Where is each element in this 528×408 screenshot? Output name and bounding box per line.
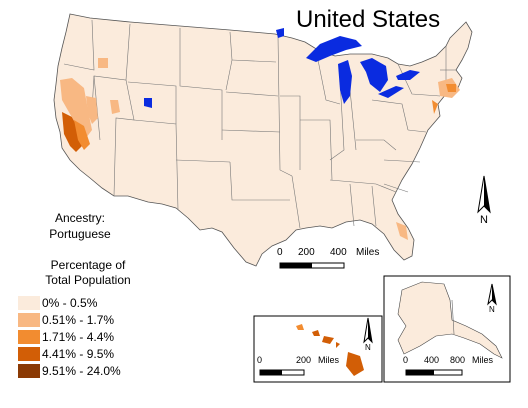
massachusetts-high (446, 84, 456, 92)
scale-alaska-tick-1: 400 (424, 355, 440, 365)
conterminous-us-shape (53, 13, 473, 267)
scale-bar-main (279, 262, 345, 269)
great-salt-lake (144, 98, 152, 108)
scale-hawaii-unit: Miles (318, 355, 340, 365)
legend-swatch (18, 347, 40, 361)
lake-superior (306, 36, 362, 62)
scale-alaska-tick-0: 0 (403, 355, 409, 365)
idaho-area (98, 58, 108, 68)
california-coast-high (62, 112, 82, 152)
scale-main-tick-2: 400 (330, 247, 347, 258)
legend-label: 0% - 0.5% (42, 296, 98, 310)
concentration-areas (60, 58, 460, 240)
lake-huron (360, 58, 388, 92)
north-arrow-main (477, 175, 491, 214)
nevada-area (86, 96, 98, 124)
hawaii-inset (253, 315, 383, 383)
scale-alaska-unit: Miles (472, 355, 494, 365)
lake-erie (378, 86, 404, 98)
new-jersey-area (432, 100, 438, 114)
north-label-main: N (480, 214, 488, 226)
legend-label: 0.51% - 1.7% (42, 313, 115, 327)
lake-ontario (396, 70, 420, 80)
scale-main-tick-1: 200 (298, 247, 315, 258)
scale-hawaii-tick-0: 0 (257, 355, 263, 365)
legend-swatch (18, 364, 40, 378)
legend-swatch (18, 296, 40, 310)
legend-title-line-2: Total Population (45, 273, 131, 287)
legend-title: Percentage of Total Population (18, 258, 158, 288)
great-lakes (144, 28, 420, 108)
north-label-alaska: N (489, 305, 495, 314)
scale-hawaii-tick-1: 200 (296, 355, 312, 365)
subject-line-2: Portuguese (49, 227, 111, 241)
legend-swatch (18, 330, 40, 344)
legend-label: 1.71% - 4.4% (42, 330, 115, 344)
florida-area (396, 222, 408, 240)
legend-swatch (18, 313, 40, 327)
lake-of-woods (276, 28, 284, 38)
subject-line-1: Ancestry: (54, 211, 105, 225)
scale-alaska-tick-2: 800 (450, 355, 466, 365)
map-title: United States (296, 6, 441, 33)
legend-label: 9.51% - 24.0% (42, 364, 121, 378)
california-valley-mid (74, 120, 90, 150)
scale-main-tick-0: 0 (277, 247, 283, 258)
alaska-inset (383, 275, 511, 383)
lake-michigan (338, 60, 352, 104)
legend-label: 4.41% - 9.5% (42, 347, 115, 361)
california-central-valley (60, 78, 92, 138)
scale-main-unit: Miles (356, 247, 380, 258)
legend-title-line-1: Percentage of (50, 258, 126, 272)
utah-area (110, 100, 120, 114)
map-subject: Ancestry: Portuguese (30, 210, 130, 242)
north-label-hawaii: N (365, 343, 371, 352)
